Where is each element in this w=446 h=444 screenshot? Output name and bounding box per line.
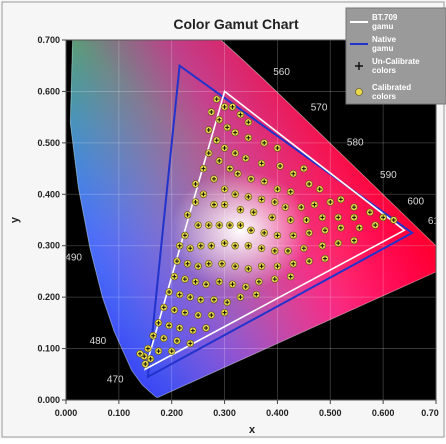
x-tick-label: 0.500: [319, 408, 342, 418]
wavelength-label: 470: [107, 374, 124, 385]
legend-entry-label: Native gamu: [372, 35, 397, 53]
chart-title: Color Gamut Chart: [173, 16, 299, 32]
y-axis-label: y: [9, 216, 21, 223]
wavelength-label: 590: [380, 170, 397, 181]
x-tick-label: 0.300: [213, 408, 236, 418]
x-tick-label: 0.200: [160, 408, 183, 418]
x-tick-label: 0.400: [266, 408, 289, 418]
x-tick-label: 0.600: [372, 408, 395, 418]
x-tick-label: 0.000: [55, 408, 78, 418]
y-tick-label: 0.000: [37, 395, 60, 405]
y-tick-label: 0.300: [37, 241, 60, 251]
wavelength-label: 560: [273, 67, 290, 78]
legend: BT.709 gamuNative gamuUn-Calibrate colorsCa…: [346, 8, 446, 104]
wavelength-label: 480: [90, 336, 107, 347]
x-axis-label: x: [249, 424, 256, 436]
y-tick-label: 0.100: [37, 344, 60, 354]
wavelength-label: 490: [65, 252, 82, 263]
y-tick-label: 0.600: [37, 86, 60, 96]
wavelength-label: 580: [347, 138, 364, 149]
y-tick-label: 0.400: [37, 189, 60, 199]
y-tick-label: 0.200: [37, 292, 60, 302]
wavelength-label: 600: [407, 196, 424, 207]
x-tick-label: 0.70: [421, 408, 439, 418]
wavelength-label: 570: [311, 103, 328, 114]
y-tick-label: 0.700: [37, 35, 60, 45]
x-tick-label: 0.100: [108, 408, 131, 418]
y-tick-label: 0.500: [37, 138, 60, 148]
legend-dot-swatch: [356, 89, 363, 96]
